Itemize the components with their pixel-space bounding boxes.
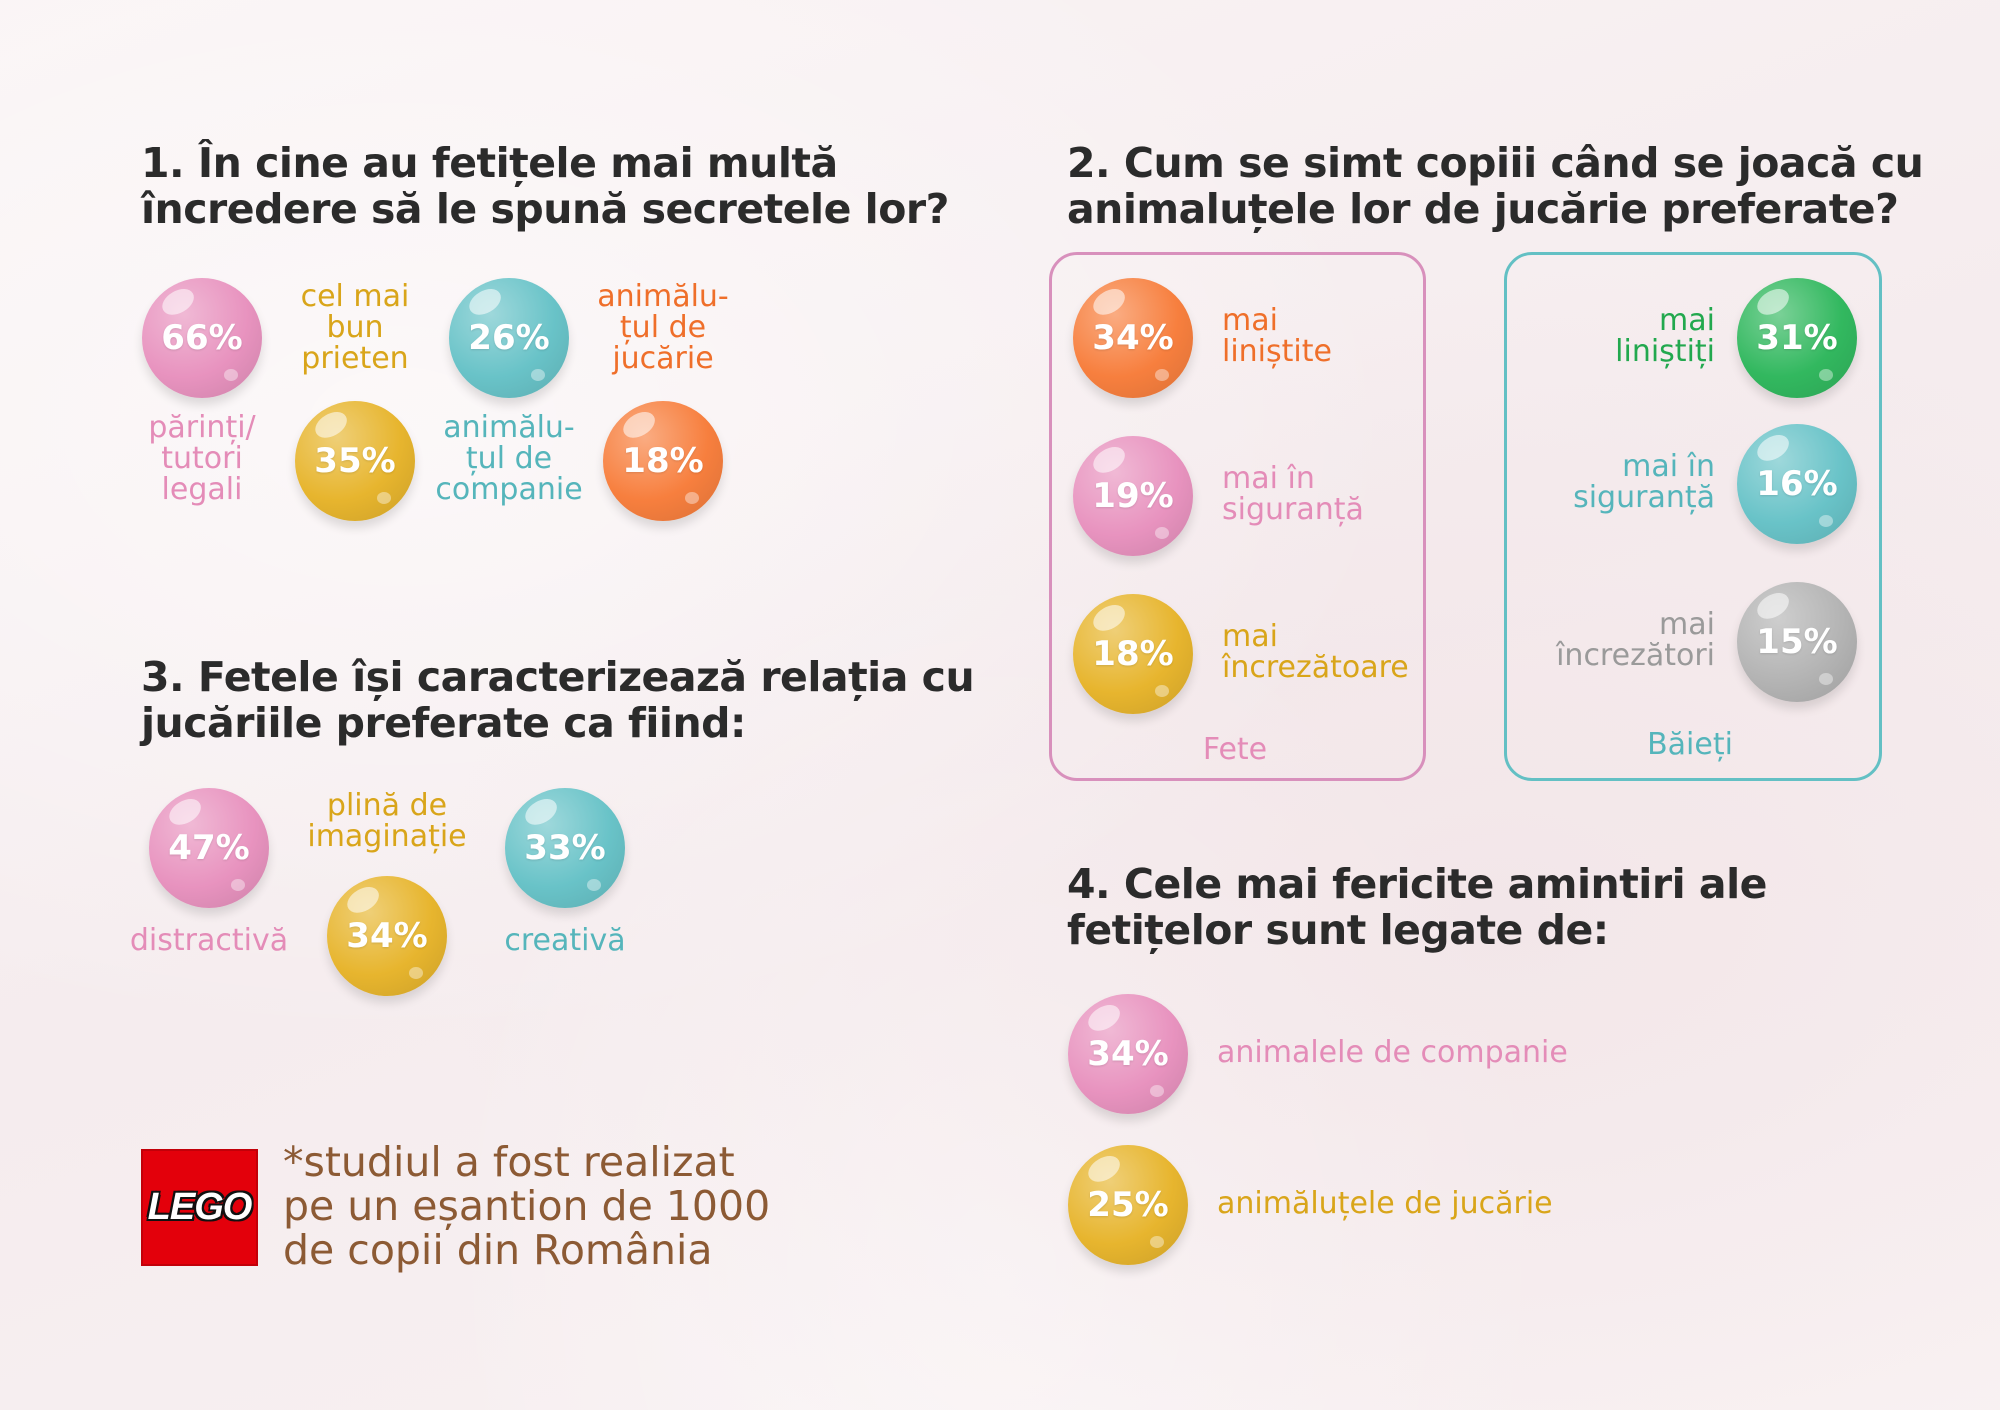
section3-bubble-1-value: 47% [168, 828, 250, 868]
section1-label-3-line: companie [435, 472, 583, 507]
section1-label-1: părinți/tutori legali [102, 412, 302, 505]
section1-label-4-line: țul de [619, 310, 707, 345]
section1-title-line1: 1. În cine au fetițele mai multă [141, 139, 838, 187]
girls-label-3-line: mai [1222, 619, 1278, 654]
girls-label-2: mai în siguranță [1222, 463, 1364, 525]
boys-caption: Băieți [1647, 727, 1733, 762]
section4-bubble-1: 34% [1068, 994, 1188, 1114]
lego-logo: LEGO [141, 1149, 258, 1266]
section1-bubble-1-value: 66% [161, 318, 243, 358]
girls-bubble-2: 19% [1073, 436, 1193, 556]
girls-label-1: mai liniștite [1222, 305, 1332, 367]
girls-bubble-1: 34% [1073, 278, 1193, 398]
section3-label-2-line: imaginație [307, 819, 467, 854]
section1-bubble-3: 26% [449, 278, 569, 398]
girls-bubble-3: 18% [1073, 594, 1193, 714]
section3-bubble-2-value: 34% [346, 916, 428, 956]
girls-label-1-line: liniștite [1222, 334, 1332, 369]
section1-label-4: animălu-țul de jucărie [563, 281, 763, 374]
section3-title-line1: 3. Fetele își caracterizează relația cu [141, 653, 975, 701]
lego-logo-text: LEGO [147, 1186, 253, 1228]
boys-label-1-line: mai [1659, 303, 1715, 338]
section3-bubble-1: 47% [149, 788, 269, 908]
section2-title-line2: animaluțele lor de jucărie preferate? [1067, 185, 1899, 233]
boys-label-1: mai liniștiți [1515, 305, 1715, 367]
girls-label-2-line: mai în [1222, 461, 1315, 496]
footnote-line-2: pe un eșantion de 1000 [283, 1182, 771, 1230]
boys-box [1504, 252, 1882, 781]
section3-title-line2: jucăriile preferate ca fiind: [141, 699, 746, 747]
section3-label-2: plină de imaginație [277, 790, 497, 852]
section1-label-2-line: bun [326, 310, 384, 345]
section1-label-2-line: prieten [301, 341, 409, 376]
girls-bubble-2-value: 19% [1092, 476, 1174, 516]
girls-label-3: mai încrezătoare [1222, 621, 1409, 683]
section1-label-3-line: țul de [465, 441, 553, 476]
boys-bubble-1-value: 31% [1756, 318, 1838, 358]
section1-title: 1. În cine au fetițele mai multă încrede… [141, 140, 949, 232]
boys-bubble-1: 31% [1737, 278, 1857, 398]
section1-title-line2: încredere să le spună secretele lor? [141, 185, 949, 233]
section4-label-2-line: animăluțele de jucărie [1217, 1186, 1553, 1221]
section3-label-3-line: creativă [504, 923, 626, 958]
boys-label-3-line: mai [1659, 607, 1715, 642]
section1-bubble-2-value: 35% [314, 441, 396, 481]
section2-title: 2. Cum se simt copiii când se joacă cu a… [1067, 139, 1924, 233]
section1-label-3-line: animălu- [443, 410, 575, 445]
section1-bubble-3-value: 26% [468, 318, 550, 358]
boys-bubble-2: 16% [1737, 424, 1857, 544]
section1-label-4-line: animălu- [597, 279, 729, 314]
section3-bubble-2: 34% [327, 876, 447, 996]
boys-label-2: mai în siguranță [1515, 451, 1715, 513]
girls-caption: Fete [1202, 732, 1268, 767]
girls-bubble-3-value: 18% [1092, 634, 1174, 674]
section1-label-1-line: părinți/ [148, 410, 256, 445]
section1-label-1-line: tutori [161, 441, 243, 476]
boys-bubble-2-value: 16% [1756, 464, 1838, 504]
section3-bubble-3-value: 33% [524, 828, 606, 868]
boys-label-1-line: liniștiți [1615, 334, 1715, 369]
boys-label-3-line: încrezători [1556, 638, 1715, 673]
section3-label-2-line: plină de [326, 788, 448, 823]
section4-bubble-2: 25% [1068, 1145, 1188, 1265]
footnote-line-3: de copii din România [283, 1226, 713, 1274]
section1-label-3: animălu-țul de companie [409, 412, 609, 505]
section3-label-1-line: distractivă [129, 923, 289, 958]
section4-label-1-line: animalele de companie [1217, 1035, 1568, 1070]
boys-bubble-3-value: 15% [1756, 622, 1838, 662]
boys-label-2-line: mai în [1622, 449, 1715, 484]
section4-title: 4. Cele mai fericite amintiri ale fetițe… [1067, 861, 1767, 953]
section1-label-4-line: jucărie [612, 341, 714, 376]
girls-label-3-line: încrezătoare [1222, 650, 1409, 685]
section4-bubble-2-value: 25% [1087, 1185, 1169, 1225]
footnote-line-1: *studiul a fost realizat [283, 1138, 735, 1186]
section4-label-1: animalele de companie [1217, 1037, 1568, 1068]
section4-title-line2: fetițelor sunt legate de: [1067, 906, 1609, 954]
girls-label-1-line: mai [1222, 303, 1278, 338]
section3-label-1: distractivă [99, 925, 319, 956]
footnote: *studiul a fost realizat pe un eșantion … [283, 1138, 771, 1274]
section1-label-2-line: cel mai [300, 279, 410, 314]
section4-bubble-1-value: 34% [1087, 1034, 1169, 1074]
section4-label-2: animăluțele de jucărie [1217, 1188, 1553, 1219]
section1-bubble-4-value: 18% [622, 441, 704, 481]
boys-bubble-3: 15% [1737, 582, 1857, 702]
section3-bubble-3: 33% [505, 788, 625, 908]
section1-label-1-line: legali [161, 472, 243, 507]
section1-bubble-1: 66% [142, 278, 262, 398]
boys-label-3: mai încrezători [1515, 609, 1715, 671]
section3-label-3: creativă [455, 925, 675, 956]
section4-title-line1: 4. Cele mai fericite amintiri ale [1067, 860, 1767, 908]
section1-bubble-2: 35% [295, 401, 415, 521]
girls-label-2-line: siguranță [1222, 492, 1364, 527]
section1-label-2: cel mai bun prieten [255, 281, 455, 374]
girls-bubble-1-value: 34% [1092, 318, 1174, 358]
boys-label-2-line: siguranță [1573, 480, 1715, 515]
section3-title: 3. Fetele își caracterizează relația cu … [141, 653, 975, 747]
section2-title-line1: 2. Cum se simt copiii când se joacă cu [1067, 139, 1924, 187]
section1-bubble-4: 18% [603, 401, 723, 521]
girls-box [1049, 252, 1426, 781]
